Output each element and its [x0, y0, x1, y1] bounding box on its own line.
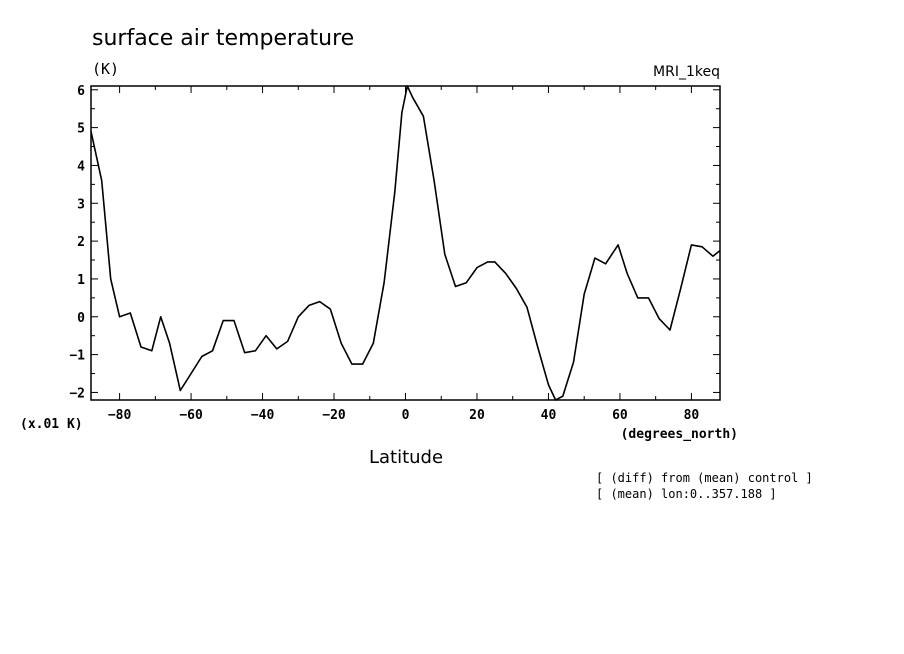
y-tick-label: 1 — [77, 273, 85, 288]
x-axis-title: Latitude — [369, 447, 443, 468]
series-line — [90, 85, 721, 401]
y-tick-label: −2 — [69, 386, 85, 401]
x-tick-label: −20 — [322, 408, 346, 423]
y-tick-label: 4 — [77, 159, 85, 174]
series-group — [90, 85, 721, 401]
x-tick-label: 60 — [612, 408, 628, 423]
chart-title: surface air temperature — [92, 26, 354, 51]
x-units-label: (degrees_north) — [621, 427, 738, 442]
y-tick-label: 3 — [77, 197, 85, 212]
x-tick-label: −60 — [179, 408, 203, 423]
x-tick-label: 0 — [402, 408, 410, 423]
plot-frame — [90, 85, 721, 401]
y-tick-label: 6 — [77, 84, 85, 99]
model-label: MRI_1keq — [653, 64, 720, 80]
y-axis: −2 −1 0 1 2 3 4 5 6 — [69, 84, 720, 401]
x-tick-label: −40 — [251, 408, 275, 423]
note-diff: [ (diff) from (mean) control ] — [596, 471, 813, 485]
y-tick-label: 2 — [77, 235, 85, 250]
units-label: (K) — [92, 60, 119, 78]
y-tick-label: −1 — [69, 349, 85, 364]
note-mean: [ (mean) lon:0..357.188 ] — [596, 487, 777, 501]
scale-label: (x.01 K) — [20, 417, 83, 432]
x-tick-label: 40 — [541, 408, 557, 423]
y-tick-label: 0 — [77, 311, 85, 326]
x-axis: −80 −60 −40 −20 0 20 40 60 80 — [108, 86, 700, 423]
y-tick-label: 5 — [77, 122, 85, 137]
x-tick-label: 20 — [469, 408, 485, 423]
x-tick-label: 80 — [684, 408, 700, 423]
x-tick-label: −80 — [108, 408, 132, 423]
